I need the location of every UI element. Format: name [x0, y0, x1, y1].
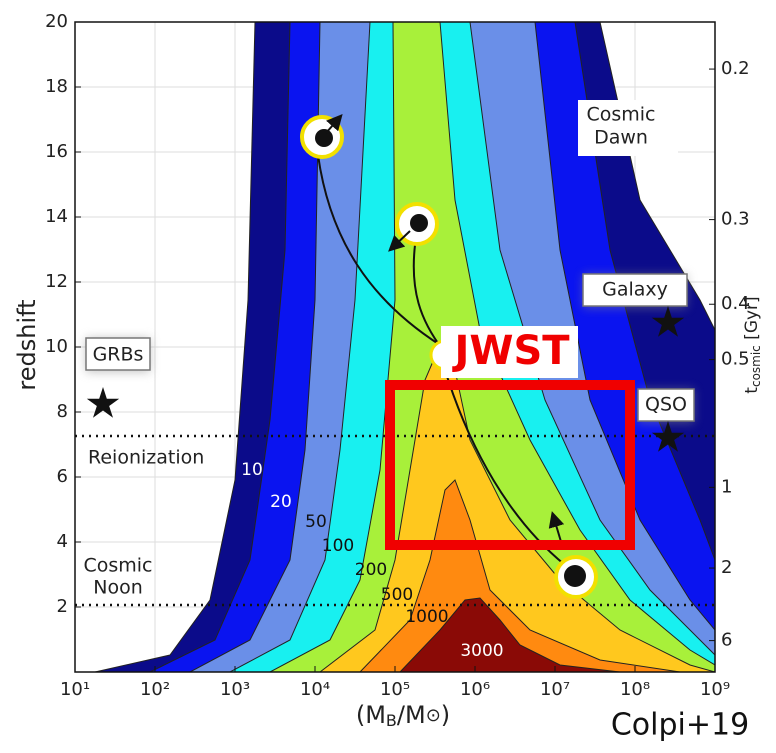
contour-label: 50	[305, 512, 327, 532]
y-tick-label: 14	[45, 206, 68, 227]
y-tick-label: 12	[45, 271, 68, 292]
y-tick-label: 6	[57, 466, 68, 487]
x-tick-label: 10¹	[60, 679, 90, 700]
y2-tick-label: 0.5	[721, 349, 750, 370]
y-tick-label: 20	[45, 11, 68, 32]
x-tick-label: 10³	[220, 679, 250, 700]
jwst-label: JWST	[451, 328, 570, 374]
y2-label-sub: cosmic	[749, 345, 763, 387]
grbs-label: GRBs	[93, 344, 144, 366]
reionization-label: Reionization	[88, 447, 204, 469]
x-label-part: )	[441, 701, 450, 729]
x-tick-label: 10⁸	[620, 679, 650, 700]
y2-tick-label: 1	[721, 476, 732, 497]
x-axis-label: (MB/M⊙)	[356, 701, 450, 730]
y2-tick-label: 2	[721, 557, 732, 578]
contour-label: 3000	[460, 641, 503, 661]
cosmic-dawn: Dawn	[594, 127, 648, 149]
x-label-part: /M	[397, 701, 426, 729]
cosmic-noon: Cosmic	[83, 555, 152, 577]
black-hole-core	[315, 129, 333, 147]
black-hole-core	[564, 565, 586, 587]
y2-tick-label: 6	[721, 630, 732, 651]
contour-label: 200	[355, 560, 387, 580]
x-tick-label: 10⁴	[300, 679, 330, 700]
x-tick-label: 10⁶	[460, 679, 490, 700]
y-tick-label: 10	[45, 336, 68, 357]
chart: 10 20 50 100200 5001000 3000 Cosmic Dawn Gala…	[0, 0, 776, 753]
contour-label: 100	[322, 536, 354, 556]
y-tick-label: 16	[45, 141, 68, 162]
black-hole-core	[410, 214, 428, 232]
cosmic-dawn: Cosmic	[586, 104, 655, 126]
contour-label: 10	[241, 460, 263, 480]
y-axis-label: redshift	[13, 299, 41, 390]
x-label-sub: B	[386, 711, 397, 730]
x-label-part: (M	[356, 701, 386, 729]
y2-label-part: [Gyr]	[742, 296, 762, 345]
contour-label: 1000	[405, 607, 448, 627]
x-tick-label: 10²	[140, 679, 170, 700]
y2-tick-label: 0.3	[721, 209, 750, 230]
y-tick-label: 4	[57, 531, 68, 552]
y-tick-label: 18	[45, 76, 68, 97]
y2-axis-label: tcosmic [Gyr]	[742, 296, 763, 393]
qso-label: QSO	[645, 394, 687, 416]
x-tick-label: 10⁷	[540, 679, 570, 700]
y-tick-label: 8	[57, 401, 68, 422]
y-tick-label: 2	[57, 596, 68, 617]
contour-label: 20	[270, 492, 292, 512]
x-label-part: ⊙	[426, 705, 441, 726]
galaxy-label: Galaxy	[602, 279, 668, 301]
x-tick-label: 10⁹	[700, 679, 730, 700]
x-tick-label: 10⁵	[380, 679, 410, 700]
cosmic-noon: Noon	[93, 577, 143, 599]
contour-label: 500	[381, 585, 413, 605]
y2-tick-label: 0.2	[721, 58, 750, 79]
credit: Colpi+19	[611, 708, 749, 743]
